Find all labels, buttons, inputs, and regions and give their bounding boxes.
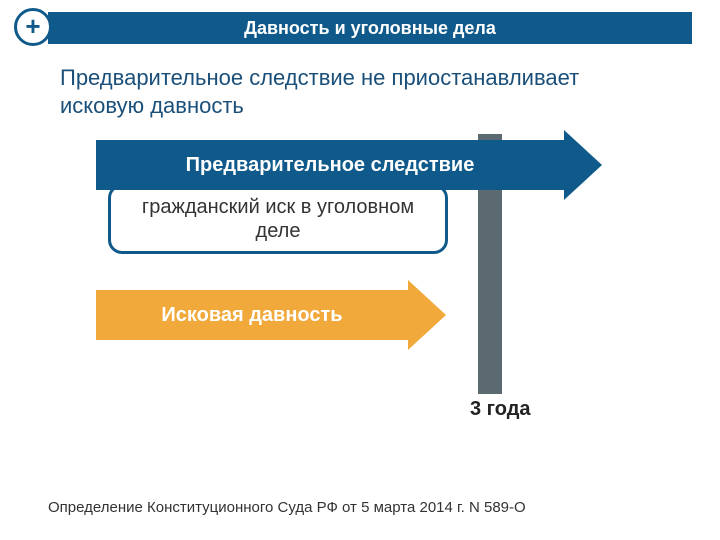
limitation-arrow: Исковая давность xyxy=(96,290,446,340)
plus-badge: + xyxy=(14,8,52,46)
subtitle-text: Предварительное следствие не приостанавл… xyxy=(60,64,660,119)
investigation-arrow-body: Предварительное следствие xyxy=(96,140,564,190)
investigation-arrow: Предварительное следствие xyxy=(96,140,602,190)
investigation-arrow-label: Предварительное следствие xyxy=(186,154,475,177)
header-title: Давность и уголовные дела xyxy=(244,18,496,39)
civil-claim-box: гражданский иск в уголовном деле xyxy=(108,184,448,254)
limitation-arrow-label: Исковая давность xyxy=(161,304,342,327)
header-bar: Давность и уголовные дела xyxy=(48,12,692,44)
timeline-diagram: Предварительное следствие гражданский ис… xyxy=(60,140,660,400)
limitation-arrow-head xyxy=(408,280,446,350)
plus-icon: + xyxy=(25,13,40,39)
civil-claim-text: гражданский иск в уголовном деле xyxy=(142,196,414,242)
footnote-citation: Определение Конституционного Суда РФ от … xyxy=(48,499,526,516)
limitation-arrow-body: Исковая давность xyxy=(96,290,408,340)
investigation-arrow-head xyxy=(564,130,602,200)
three-year-label: 3 года xyxy=(470,398,531,421)
